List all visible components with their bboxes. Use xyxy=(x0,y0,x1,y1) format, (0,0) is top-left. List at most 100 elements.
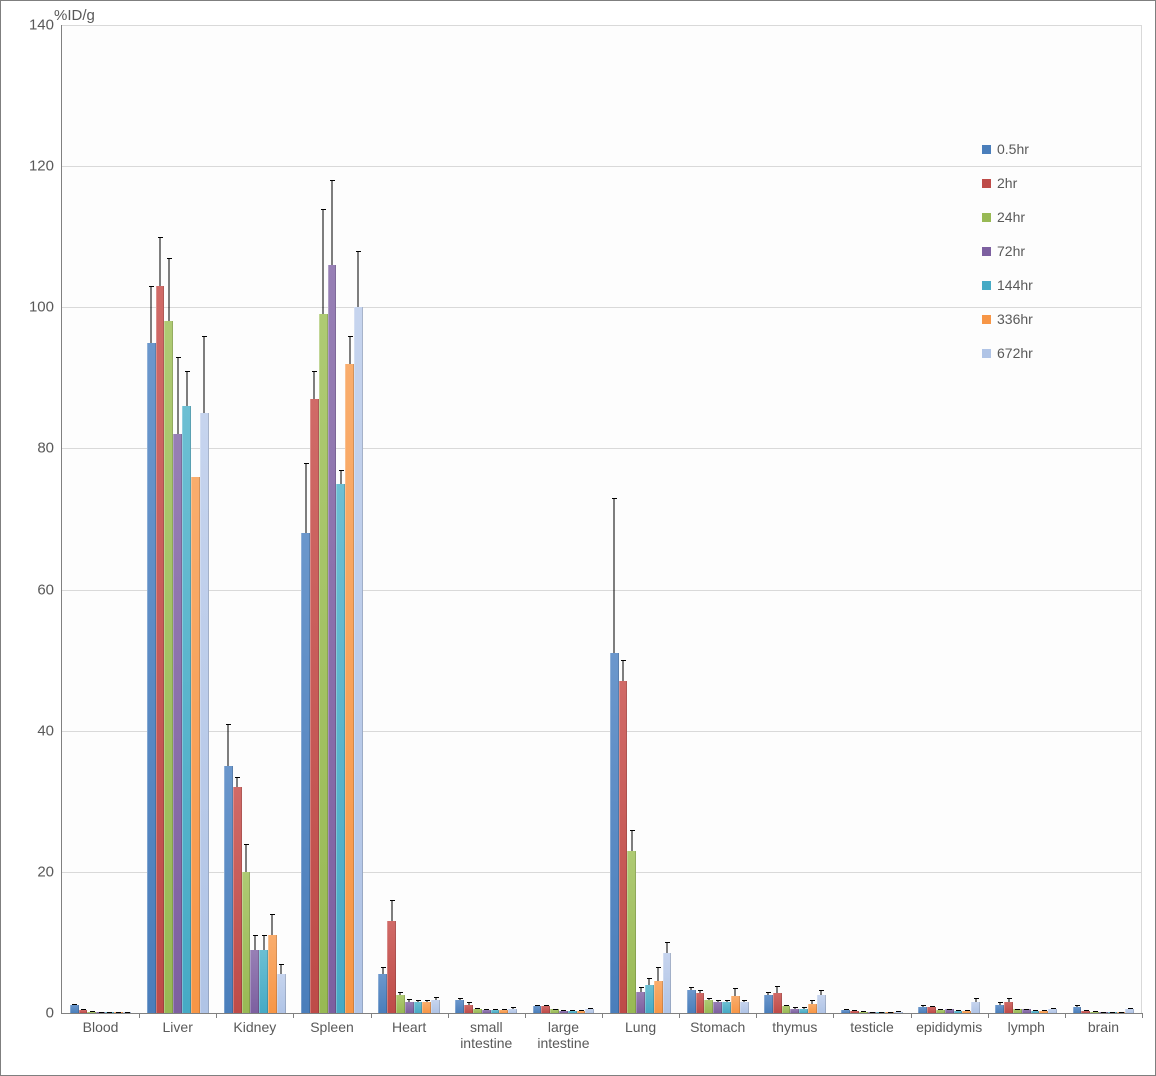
bar xyxy=(250,950,259,1014)
error-bar xyxy=(622,660,623,681)
legend-swatch xyxy=(982,247,991,256)
error-bar xyxy=(382,967,383,974)
bar xyxy=(610,653,619,1013)
error-bar xyxy=(82,1009,83,1010)
plot-area: %ID/g 020406080100120140BloodLiverKidney… xyxy=(61,25,1142,1014)
error-bar xyxy=(649,978,650,985)
xtick-label: thymus xyxy=(756,1013,833,1035)
bar xyxy=(414,1002,423,1013)
bar xyxy=(242,872,251,1013)
bar xyxy=(336,484,345,1013)
error-bar xyxy=(658,967,659,981)
bar xyxy=(764,995,773,1013)
error-bar xyxy=(358,251,359,307)
legend-label: 0.5hr xyxy=(997,141,1029,157)
error-bar xyxy=(999,1002,1000,1005)
bar xyxy=(328,265,337,1013)
error-bar xyxy=(726,1000,727,1002)
error-bar xyxy=(237,777,238,788)
bar xyxy=(696,993,705,1013)
bar-group xyxy=(70,25,132,1013)
bar xyxy=(533,1006,542,1013)
bar-group xyxy=(224,25,286,1013)
bar xyxy=(378,974,387,1013)
bar xyxy=(182,406,191,1013)
error-bar xyxy=(409,999,410,1003)
bar xyxy=(627,851,636,1013)
error-bar xyxy=(949,1009,950,1010)
bar xyxy=(422,1002,431,1013)
xtick-label: brain xyxy=(1065,1013,1142,1035)
bar xyxy=(310,399,319,1013)
error-bar xyxy=(1026,1009,1027,1010)
bar xyxy=(619,681,628,1013)
bar-group xyxy=(610,25,672,1013)
xtick-label: largeintestine xyxy=(525,1013,602,1051)
error-bar xyxy=(898,1011,899,1012)
bar xyxy=(654,981,663,1013)
error-bar xyxy=(966,1010,967,1011)
error-bar xyxy=(777,986,778,993)
legend-swatch xyxy=(982,349,991,358)
error-bar xyxy=(468,1002,469,1004)
ytick-label: 0 xyxy=(46,1005,62,1022)
bar xyxy=(782,1006,791,1013)
bar xyxy=(687,990,696,1013)
error-bar xyxy=(1076,1005,1077,1006)
xtick-label: testicle xyxy=(833,1013,910,1035)
bar xyxy=(405,1002,414,1013)
error-bar xyxy=(1052,1008,1053,1009)
bar xyxy=(773,993,782,1013)
bar xyxy=(817,995,826,1013)
error-bar xyxy=(391,900,392,921)
error-bar xyxy=(845,1009,846,1010)
xtick-label: Liver xyxy=(139,1013,216,1035)
error-bar xyxy=(331,180,332,265)
error-bar xyxy=(691,987,692,991)
error-bar xyxy=(640,987,641,992)
error-bar xyxy=(536,1005,537,1006)
error-bar xyxy=(168,258,169,322)
xtick-label: lymph xyxy=(988,1013,1065,1035)
error-bar xyxy=(614,498,615,653)
bar-group xyxy=(533,25,595,1013)
xtick-label: Heart xyxy=(371,1013,448,1035)
bar xyxy=(156,286,165,1013)
bar xyxy=(301,533,310,1013)
legend-swatch xyxy=(982,179,991,188)
bar xyxy=(70,1005,79,1013)
bar xyxy=(268,935,277,1013)
error-bar xyxy=(426,1000,427,1003)
bar xyxy=(191,477,200,1013)
error-bar xyxy=(512,1007,513,1008)
error-bar xyxy=(459,998,460,1001)
error-bar xyxy=(1085,1010,1086,1011)
error-bar xyxy=(305,463,306,534)
bar-group xyxy=(841,25,903,1013)
bar xyxy=(808,1004,817,1013)
bar xyxy=(645,985,654,1013)
legend-label: 336hr xyxy=(997,311,1033,327)
bar-group xyxy=(455,25,517,1013)
bar xyxy=(387,921,396,1013)
error-bar xyxy=(204,336,205,414)
error-bar xyxy=(812,1000,813,1004)
bar xyxy=(200,413,209,1013)
legend-item: 0.5hr xyxy=(982,141,1033,157)
error-bar xyxy=(1017,1009,1018,1010)
error-bar xyxy=(563,1010,564,1011)
error-bar xyxy=(545,1005,546,1006)
error-bar xyxy=(323,209,324,315)
error-bar xyxy=(794,1007,795,1008)
error-bar xyxy=(74,1004,75,1005)
error-bar xyxy=(246,844,247,872)
bar xyxy=(995,1005,1004,1013)
legend: 0.5hr2hr24hr72hr144hr336hr672hr xyxy=(982,141,1033,361)
error-bar xyxy=(495,1009,496,1010)
error-bar xyxy=(254,935,255,949)
ytick-label: 80 xyxy=(37,440,62,457)
xtick-label: Kidney xyxy=(216,1013,293,1035)
legend-item: 144hr xyxy=(982,277,1033,293)
bar xyxy=(971,1002,980,1013)
error-bar xyxy=(272,914,273,935)
